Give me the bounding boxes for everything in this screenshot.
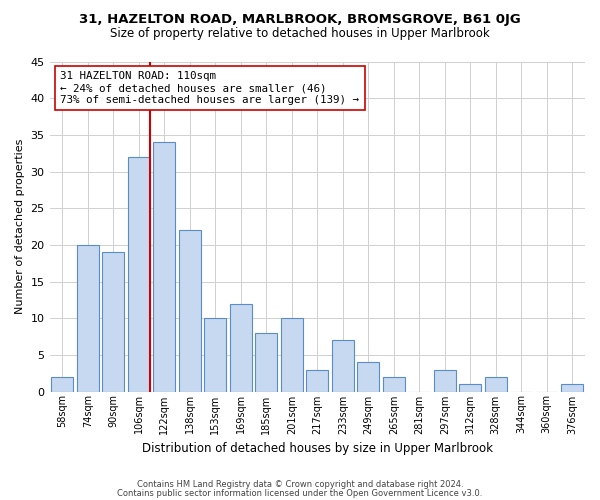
Bar — [332, 340, 353, 392]
Text: Contains public sector information licensed under the Open Government Licence v3: Contains public sector information licen… — [118, 488, 482, 498]
Text: 31 HAZELTON ROAD: 110sqm
← 24% of detached houses are smaller (46)
73% of semi-d: 31 HAZELTON ROAD: 110sqm ← 24% of detach… — [60, 72, 359, 104]
Bar — [103, 252, 124, 392]
Bar — [383, 377, 404, 392]
Text: 31, HAZELTON ROAD, MARLBROOK, BROMSGROVE, B61 0JG: 31, HAZELTON ROAD, MARLBROOK, BROMSGROVE… — [79, 12, 521, 26]
Bar — [358, 362, 379, 392]
Bar — [154, 142, 175, 392]
Bar — [179, 230, 200, 392]
Text: Size of property relative to detached houses in Upper Marlbrook: Size of property relative to detached ho… — [110, 28, 490, 40]
Bar — [485, 377, 506, 392]
Bar — [128, 157, 149, 392]
Bar — [205, 318, 226, 392]
Bar — [77, 245, 98, 392]
X-axis label: Distribution of detached houses by size in Upper Marlbrook: Distribution of detached houses by size … — [142, 442, 493, 455]
Bar — [562, 384, 583, 392]
Y-axis label: Number of detached properties: Number of detached properties — [15, 139, 25, 314]
Text: Contains HM Land Registry data © Crown copyright and database right 2024.: Contains HM Land Registry data © Crown c… — [137, 480, 463, 489]
Bar — [460, 384, 481, 392]
Bar — [434, 370, 455, 392]
Bar — [307, 370, 328, 392]
Bar — [230, 304, 251, 392]
Bar — [281, 318, 302, 392]
Bar — [256, 333, 277, 392]
Bar — [52, 377, 73, 392]
